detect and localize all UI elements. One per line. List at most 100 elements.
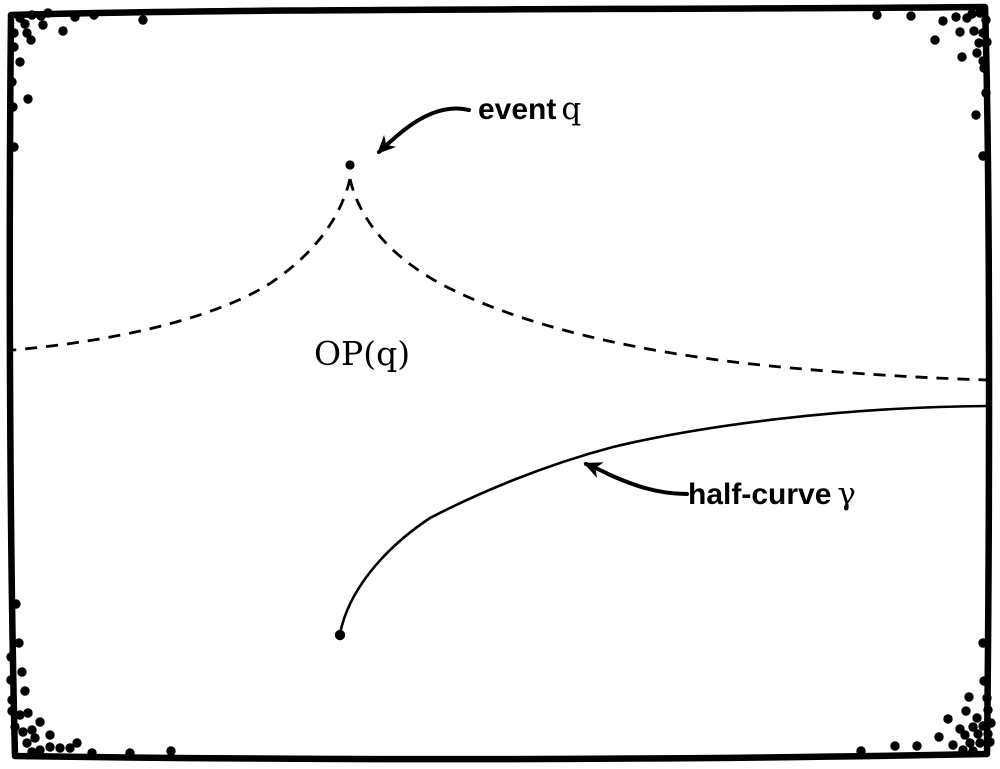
stipple-dot <box>72 738 82 748</box>
half-curve-label: half-curve γ <box>688 478 856 511</box>
stipple-dot <box>55 743 65 753</box>
stipple-dot <box>7 706 17 716</box>
event-annotation-arrow <box>377 106 471 154</box>
stipple-dot <box>906 11 916 21</box>
stipple-dot <box>6 675 16 685</box>
stipple-dot <box>985 737 995 747</box>
half-curve-annotation-arrow <box>583 462 689 496</box>
stipple-dot <box>948 740 958 750</box>
stipple-dot <box>45 730 55 740</box>
stipple-dot <box>11 599 21 609</box>
stipple-dot <box>23 708 33 718</box>
stipple-dot <box>856 746 866 756</box>
stipple-dot <box>979 63 989 73</box>
stipple-dot <box>9 142 19 152</box>
half-curve-start-dot <box>334 629 346 641</box>
stipple-dot <box>8 102 18 112</box>
observable-past-text: OP(q) <box>314 334 411 373</box>
stipple-dot <box>978 151 988 161</box>
stipple-dot <box>27 747 37 757</box>
event-point-dot <box>345 160 355 170</box>
stipple-dot <box>961 706 971 716</box>
stipple-dot <box>983 729 993 739</box>
stipple-dot <box>45 742 55 752</box>
stipple-dot <box>43 8 53 18</box>
observable-past-label: OP(q) <box>314 334 411 373</box>
stipple-dot <box>978 638 988 648</box>
stipple-dot <box>7 77 17 87</box>
stipple-dot <box>138 15 148 25</box>
past-boundary-dashed-right <box>348 178 989 382</box>
stipple-dot <box>934 732 944 742</box>
stipple-dot <box>930 35 940 45</box>
stipple-dot <box>35 717 45 727</box>
stipple-dot <box>971 110 981 120</box>
stipple-dot <box>27 10 37 20</box>
stipple-dot <box>65 743 75 753</box>
stipple-dot <box>982 693 992 703</box>
stipple-dot <box>979 676 989 686</box>
stipple-dot <box>89 10 99 20</box>
stipple-dot <box>20 19 30 29</box>
stipple-dot <box>955 27 965 37</box>
half-curve-line <box>338 404 990 636</box>
stipple-dot <box>978 28 988 38</box>
stipple-dot <box>982 37 992 47</box>
stipple-dot <box>972 48 982 58</box>
stipple-dot <box>968 746 978 756</box>
event-label: event q <box>478 93 581 126</box>
half-curve-label-word: half-curve <box>688 478 832 511</box>
stipple-dot <box>912 741 922 751</box>
stipple-dot <box>975 8 985 18</box>
stipple-dot <box>22 738 32 748</box>
stipple-dot <box>15 57 25 67</box>
stipple-dot <box>22 28 32 38</box>
stipple-dot <box>964 692 974 702</box>
stipple-dot <box>978 56 988 66</box>
stipple-dot <box>983 705 993 715</box>
stipple-dot <box>957 52 967 62</box>
stipple-dot <box>967 9 977 19</box>
stipple-dot <box>20 686 30 696</box>
stipple-dot <box>70 12 80 22</box>
stipple-dot <box>978 721 988 731</box>
stipple-dot <box>9 28 19 38</box>
hand-drawn-border-frame <box>6 3 993 763</box>
stipple-dot <box>938 16 948 26</box>
stipple-dot <box>166 746 176 756</box>
stipple-dot <box>6 652 16 662</box>
stipple-dot <box>30 733 40 743</box>
stipple-dot <box>972 713 982 723</box>
stipple-dot <box>10 722 20 732</box>
stipple-dot <box>17 667 27 677</box>
stipple-dot <box>58 26 68 36</box>
stipple-dot <box>975 738 985 748</box>
stipple-dot <box>951 12 961 22</box>
stipple-dot <box>965 738 975 748</box>
stipple-dot <box>23 94 33 104</box>
half-curve-label-symbol: γ <box>837 476 856 512</box>
stipple-dot <box>872 10 882 20</box>
stipple-dot <box>981 15 991 25</box>
stipple-dot <box>27 725 37 735</box>
stipple-dot <box>15 710 25 720</box>
event-label-word: event <box>478 93 557 126</box>
stipple-dot <box>125 748 135 758</box>
past-boundary-dashed-left <box>12 178 352 352</box>
stipple-dot <box>981 88 991 98</box>
stipple-dot <box>87 748 97 758</box>
stipple-dot <box>943 714 953 724</box>
stipple-dot <box>38 20 48 30</box>
stipple-dot <box>890 741 900 751</box>
stipple-dot <box>958 745 968 755</box>
stipple-dot <box>960 730 970 740</box>
stipple-dot <box>18 727 28 737</box>
key-point-dots <box>334 160 355 641</box>
stipple-dot <box>26 35 36 45</box>
stipple-dot <box>35 745 45 755</box>
stipple-dot <box>968 722 978 732</box>
stipple-dot <box>969 26 979 36</box>
event-label-symbol: q <box>561 91 582 127</box>
stipple-dot <box>14 638 24 648</box>
